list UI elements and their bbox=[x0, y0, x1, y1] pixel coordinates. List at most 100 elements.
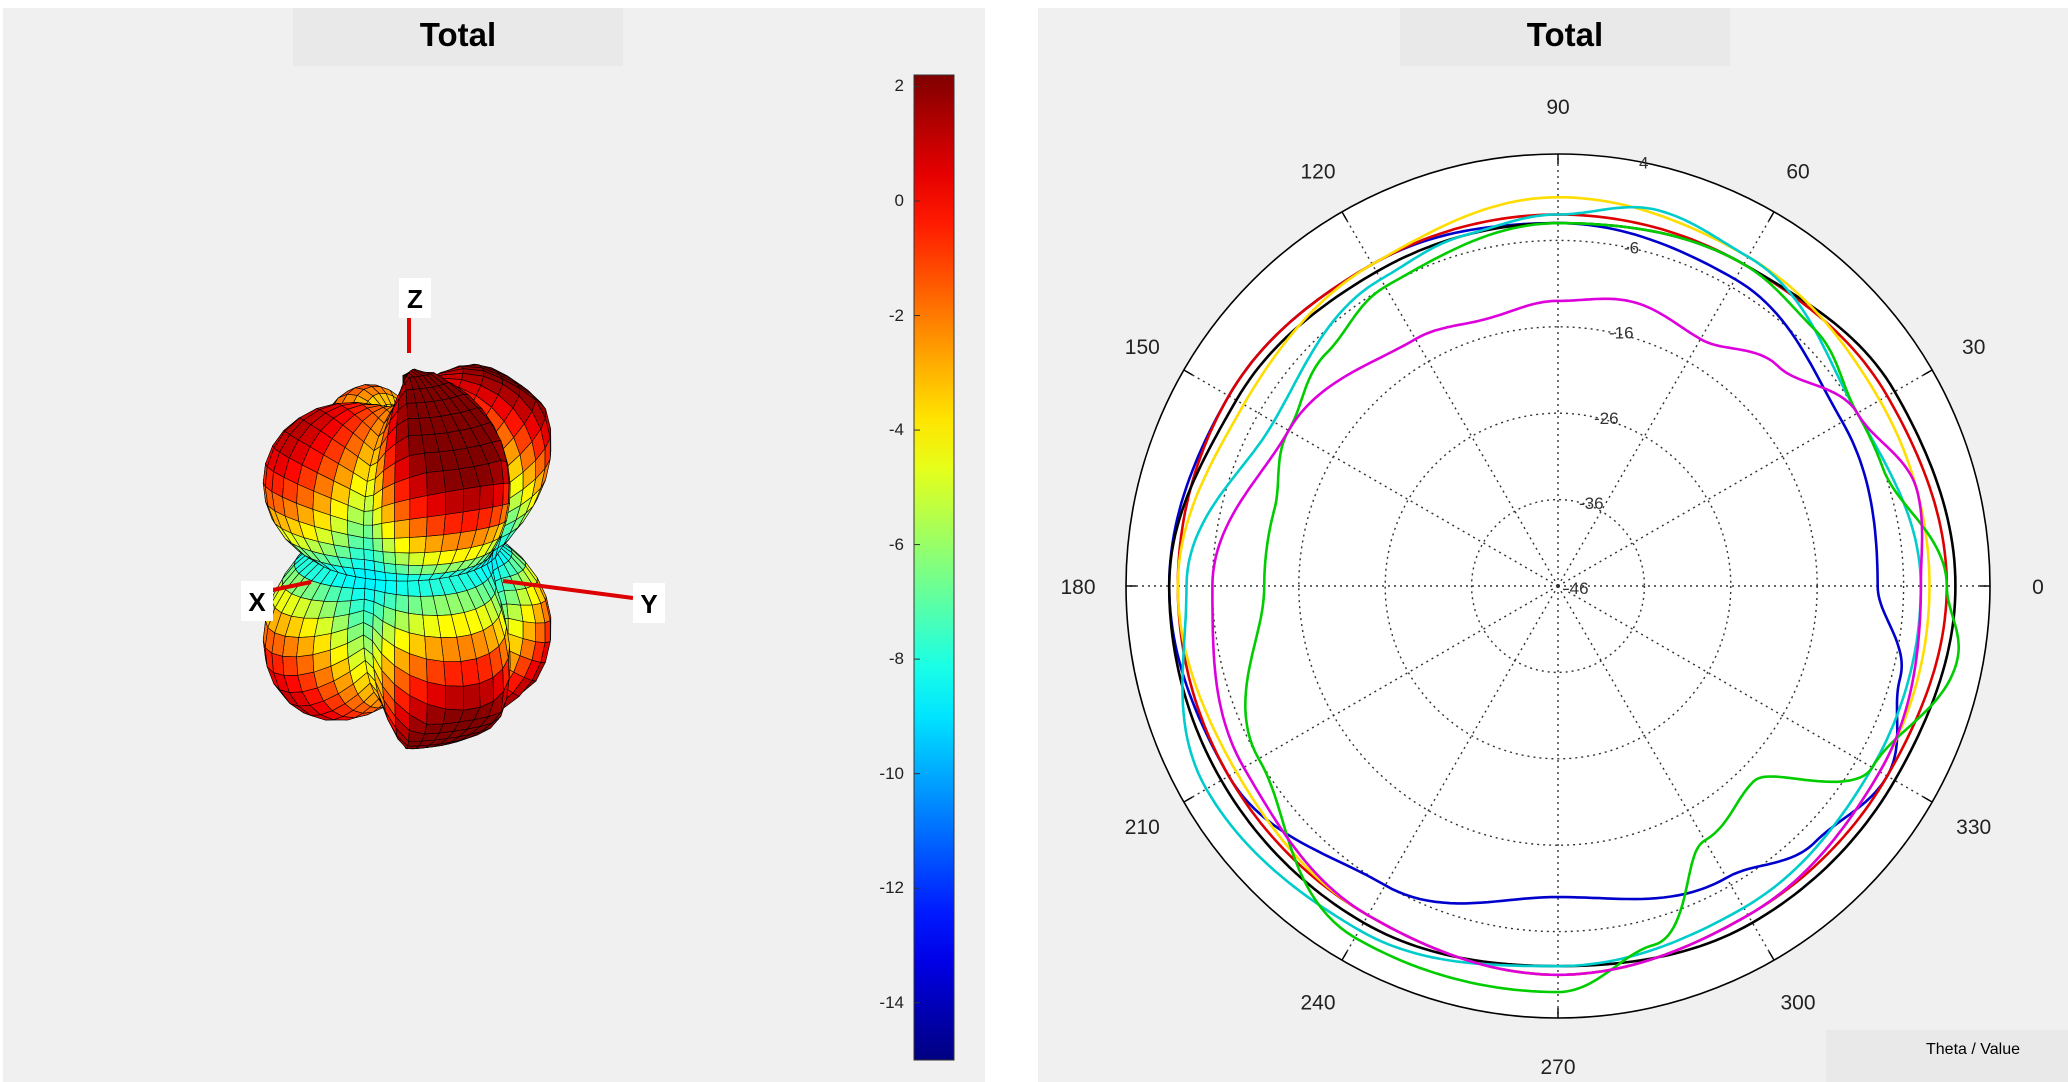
colorbar-tick-label: -4 bbox=[888, 420, 904, 440]
radial-tick-label: -16 bbox=[1609, 324, 1634, 343]
angle-tick-label: 150 bbox=[1125, 336, 1160, 359]
x-axis-line bbox=[267, 580, 312, 593]
surface-face bbox=[408, 552, 426, 566]
colorbar-tick-label: 0 bbox=[894, 190, 904, 210]
surface-face bbox=[317, 454, 339, 482]
surface-face bbox=[424, 635, 445, 662]
polar-grid bbox=[1126, 154, 1990, 1018]
surface-face bbox=[424, 534, 445, 553]
colorbar bbox=[913, 74, 955, 1061]
surface-face bbox=[394, 518, 411, 539]
x-axis-label-box bbox=[241, 581, 273, 621]
surface-face bbox=[381, 537, 396, 553]
footnote-theta-value: Theta / Value bbox=[1926, 1041, 2020, 1058]
angle-tick-label: 120 bbox=[1300, 160, 1335, 183]
y-axis-line bbox=[502, 579, 634, 600]
surface-face bbox=[426, 681, 447, 710]
angle-tick-label: 60 bbox=[1786, 160, 1809, 183]
surface-face bbox=[462, 485, 481, 513]
angle-tick-mark bbox=[1768, 951, 1775, 961]
surface-mesh bbox=[262, 363, 552, 750]
surface-face bbox=[492, 482, 504, 508]
colorbar-tick-label: -14 bbox=[879, 992, 904, 1012]
colorbar-tick-label: 2 bbox=[894, 76, 904, 96]
surface-face bbox=[544, 620, 551, 644]
colorbar-tick-label: -8 bbox=[888, 649, 904, 669]
angle-tick-label: 0 bbox=[2032, 576, 2044, 599]
angle-gridline bbox=[1557, 211, 1775, 587]
surface-face bbox=[395, 580, 409, 597]
surface-face bbox=[372, 538, 384, 553]
surface-face bbox=[282, 635, 300, 658]
surface-face bbox=[445, 685, 465, 711]
surface-face bbox=[407, 580, 421, 597]
radial-tick-label: 4 bbox=[1639, 154, 1648, 173]
surface-face bbox=[352, 576, 366, 589]
x-axis-label: X bbox=[248, 587, 266, 617]
surface-face bbox=[364, 578, 376, 591]
surface-face bbox=[408, 434, 425, 457]
y-axis-label: Y bbox=[640, 589, 657, 619]
surface-title-box: Total bbox=[293, 8, 623, 66]
colorbar-tick-label: -10 bbox=[879, 763, 904, 783]
surface-face bbox=[460, 658, 480, 687]
surface-title: Total bbox=[419, 16, 497, 53]
surface-face bbox=[363, 588, 376, 603]
surface-face bbox=[408, 612, 426, 637]
polar-plot[interactable]: 0 30 60 90 120 150 180 210 240 270 300 330 4 -6 -16 -26… bbox=[1038, 8, 2068, 1082]
surface-face bbox=[425, 514, 446, 537]
surface-face bbox=[381, 521, 395, 539]
surface-face bbox=[363, 494, 375, 512]
surface-face bbox=[350, 558, 366, 570]
angle-gridline bbox=[1341, 211, 1559, 587]
angle-tick-mark bbox=[1768, 211, 1775, 221]
surface-face bbox=[372, 522, 383, 539]
surface-face bbox=[348, 546, 365, 560]
surface-face bbox=[296, 636, 315, 658]
surface-face bbox=[363, 524, 374, 539]
angle-tick-label: 210 bbox=[1125, 816, 1160, 839]
surface-face bbox=[350, 587, 366, 602]
angle-gridline bbox=[1341, 585, 1559, 961]
surface-face bbox=[409, 516, 428, 538]
polar-title-box: Total bbox=[1400, 8, 1730, 66]
polar-title: Total bbox=[1526, 16, 1604, 53]
surface-face bbox=[408, 535, 427, 554]
radial-tick-label: -36 bbox=[1579, 494, 1604, 513]
z-axis-label: Z bbox=[407, 284, 423, 314]
angle-gridline bbox=[1557, 585, 1775, 961]
surface-face bbox=[363, 537, 374, 551]
footnote-box bbox=[1826, 1030, 2068, 1082]
angle-tick-label: 330 bbox=[1956, 816, 1991, 839]
surface-face bbox=[395, 573, 409, 582]
surface-face bbox=[443, 511, 464, 536]
surface-face bbox=[282, 655, 299, 676]
surface-plot[interactable]: Z X Y bbox=[3, 8, 985, 1082]
surface-face bbox=[426, 470, 447, 496]
angle-tick-mark bbox=[1341, 951, 1348, 961]
radial-gridline bbox=[1384, 412, 1732, 760]
surface-face bbox=[363, 548, 375, 562]
angle-tick-label: 180 bbox=[1060, 576, 1095, 599]
surface-face bbox=[426, 491, 447, 518]
angle-tick-label: 270 bbox=[1540, 1056, 1575, 1079]
angle-tick-label: 90 bbox=[1546, 96, 1569, 119]
angle-gridline bbox=[1557, 585, 1933, 803]
surface-face bbox=[363, 510, 374, 526]
surface-face bbox=[407, 574, 422, 582]
radial-gridline bbox=[1211, 239, 1905, 933]
surface-face bbox=[409, 495, 428, 520]
surface-face bbox=[407, 417, 423, 436]
surface-face bbox=[479, 484, 495, 510]
surface-face bbox=[535, 622, 546, 644]
angle-gridline bbox=[1557, 369, 1933, 587]
surface-face bbox=[462, 683, 481, 711]
surface-face bbox=[296, 654, 315, 676]
polar-series-line bbox=[1243, 221, 1961, 994]
colorbar-tick-label: -2 bbox=[888, 305, 904, 325]
surface-face bbox=[383, 562, 397, 575]
colorbar-tick-label: -12 bbox=[879, 878, 904, 898]
polar-series-line bbox=[1211, 297, 1924, 977]
angle-tick-mark bbox=[1923, 369, 1933, 376]
angle-gridline bbox=[1183, 369, 1559, 587]
